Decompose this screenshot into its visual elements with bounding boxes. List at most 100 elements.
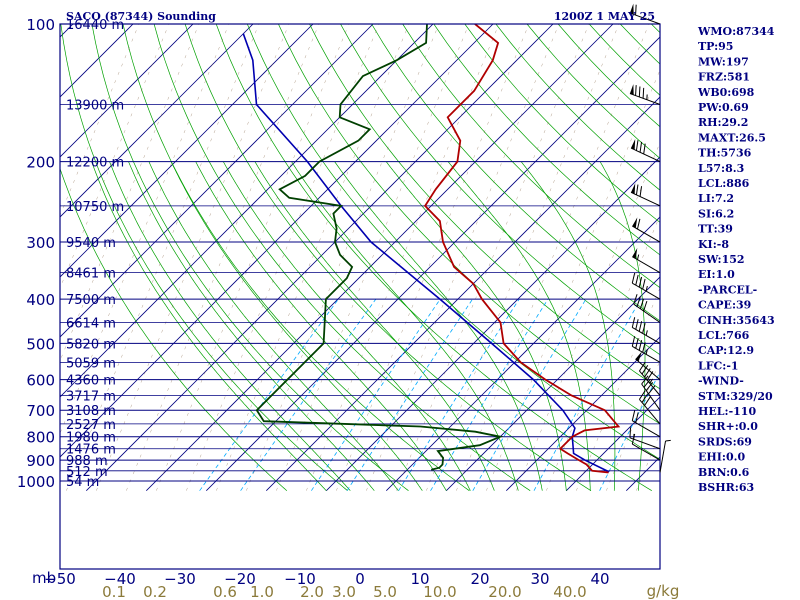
dry-adiabat-line <box>588 24 660 96</box>
mixing-ratio-label: 0.6 <box>213 583 237 600</box>
wind-barb-staff <box>632 225 661 243</box>
wind-barb <box>641 375 661 411</box>
wind-barb-staff <box>632 282 661 300</box>
pressure-tick-label: 200 <box>26 154 55 172</box>
chart-time: 1200Z 1 MAY 25 <box>554 10 655 23</box>
wind-barbs <box>629 3 671 473</box>
wind-barb <box>629 3 661 25</box>
mixing-ratio-unit-label: g/kg <box>647 582 680 600</box>
dry-adiabat-line <box>340 24 660 356</box>
wind-barb-staff <box>629 12 661 25</box>
stability-index: CAP:12.9 <box>698 344 754 357</box>
wind-barb-full <box>631 317 636 328</box>
wind-barb <box>629 427 661 450</box>
guide-line <box>336 24 530 491</box>
wind-barb <box>629 84 661 105</box>
wind-barb <box>632 217 661 243</box>
wind-barb <box>631 272 661 300</box>
stability-index: LI:7.2 <box>698 192 734 205</box>
wind-barb-full <box>641 393 649 403</box>
isotherm-line <box>0 14 23 491</box>
pressure-tick-label: 400 <box>26 291 55 309</box>
stability-index: WB0:698 <box>697 86 755 99</box>
moist-adiabat-line <box>334 161 543 491</box>
isotherm-line <box>60 24 134 98</box>
wind-barb-full <box>635 338 639 349</box>
stability-index: EI:1.0 <box>698 268 735 281</box>
isotherm-line <box>386 216 660 491</box>
height-label: 1476 m <box>66 443 116 458</box>
temperature-tick-label: 30 <box>530 570 549 588</box>
temperature-tick-label: −30 <box>164 570 196 588</box>
moist-adiabat-line <box>291 161 519 491</box>
wind-barb-staff <box>632 326 661 344</box>
stability-index: CAPE:39 <box>698 299 751 312</box>
mixing-ratio-label: 1.0 <box>250 583 274 600</box>
height-label: 5820 m <box>66 337 116 352</box>
stability-index: KI:-8 <box>698 238 729 251</box>
mixing-ratio-line <box>430 298 549 491</box>
wind-barb-full <box>645 382 654 391</box>
height-label: 54 m <box>66 475 99 490</box>
wind-barb-full <box>644 368 651 378</box>
wind-barb-full <box>638 276 643 288</box>
wind-barb-flag <box>629 3 634 15</box>
wind-barb <box>635 351 661 380</box>
wind-barb-flag <box>630 183 636 195</box>
stability-index: STM:329/20 <box>698 390 773 403</box>
wind-barb-full <box>635 319 639 330</box>
dry-adiabat-line <box>402 24 660 289</box>
mixing-ratio-line <box>199 298 339 491</box>
height-label: 7500 m <box>66 293 116 308</box>
wind-barb-full <box>642 323 646 334</box>
wind-barb-full <box>642 87 645 99</box>
wind-barb-staff <box>630 191 661 207</box>
wind-barb <box>632 247 661 274</box>
wind-barb-full <box>635 4 637 16</box>
thermo-grid <box>0 14 660 491</box>
wind-barb <box>631 336 661 363</box>
height-label: 13900 m <box>66 98 124 113</box>
pressure-unit-label: mb <box>32 569 56 587</box>
wind-barb-full <box>629 427 632 438</box>
height-label: 6614 m <box>66 317 116 332</box>
isotherm-line <box>60 24 494 458</box>
stability-index: FRZ:581 <box>698 71 750 84</box>
pressure-tick-label: 700 <box>26 402 55 420</box>
moist-adiabat-line <box>148 161 399 491</box>
wind-barb-staff <box>632 420 661 438</box>
guide-line <box>426 24 620 491</box>
mixing-ratio-label: 3.0 <box>332 583 356 600</box>
stability-index: -PARCEL- <box>698 283 757 296</box>
wind-barb-full <box>643 300 648 312</box>
guide-line <box>186 24 380 491</box>
isotherm-line <box>86 24 554 491</box>
mixing-ratio-label: 20.0 <box>488 583 521 600</box>
isotherm-line <box>60 24 194 158</box>
stability-indices-panel: WMO:87344 TP:95 MW:197 FRZ:581 WB0:698 PW:0.6… <box>697 25 775 494</box>
height-label: 12200 m <box>66 156 124 171</box>
height-label: 2527 m <box>66 418 116 433</box>
wind-barb-half <box>649 378 653 384</box>
parcel-trace <box>242 33 610 473</box>
dry-adiabat-line <box>184 24 592 491</box>
wind-barb-half <box>665 439 671 442</box>
mixing-ratio-line <box>311 298 441 491</box>
wind-barb-full <box>631 410 636 421</box>
temperature-trace <box>423 24 621 474</box>
wind-barb-staff <box>632 443 661 461</box>
wind-barb <box>639 390 661 425</box>
pressure-tick-label: 600 <box>26 372 55 390</box>
mixing-ratio-label: 0.2 <box>143 583 167 600</box>
wind-barb-full <box>638 86 641 97</box>
dry-adiabat-line <box>557 24 660 128</box>
wind-barb-half <box>636 254 640 260</box>
mixing-ratio-label: 40.0 <box>553 583 586 600</box>
isotherm-line <box>566 396 660 491</box>
wind-barb-full <box>643 143 646 155</box>
isotherm-line <box>60 24 434 398</box>
height-label: 8461 m <box>66 267 116 282</box>
moist-adiabat-line <box>91 161 327 491</box>
